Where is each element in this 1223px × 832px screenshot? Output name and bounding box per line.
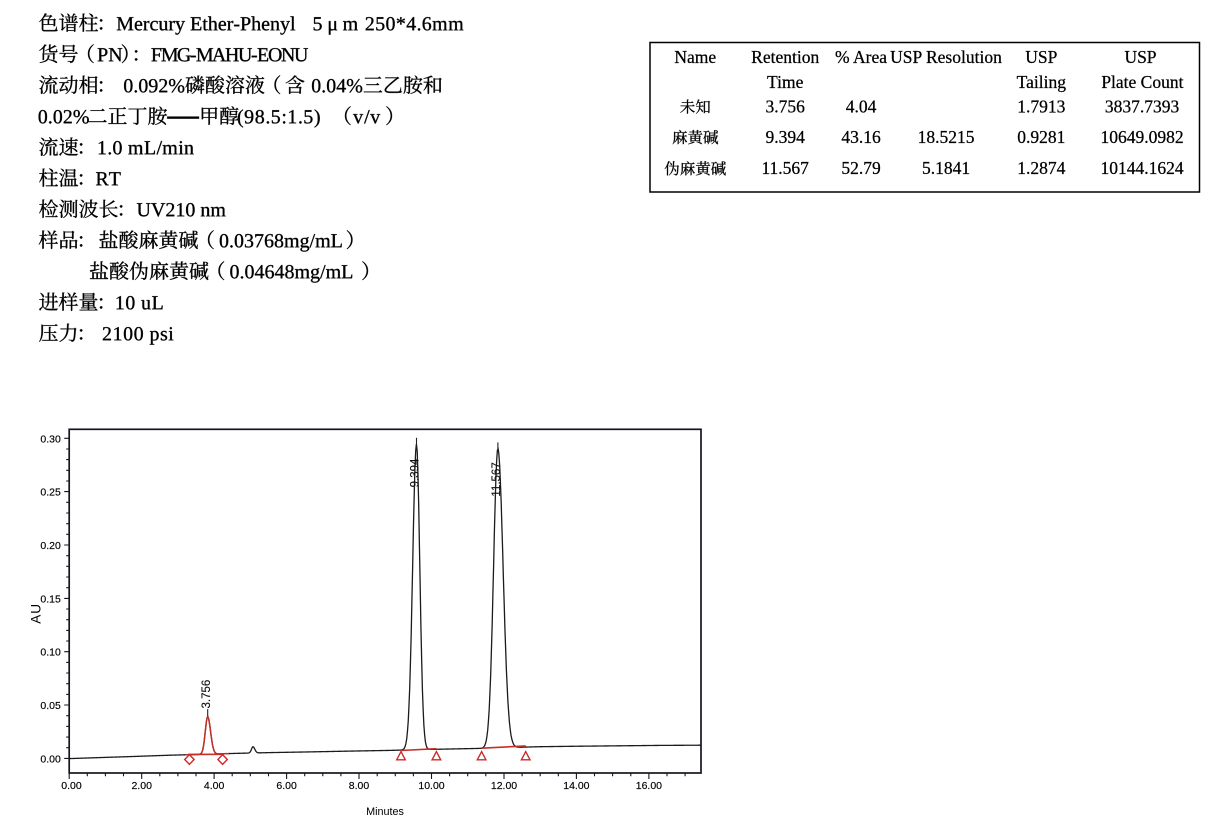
svg-text:0.00: 0.00 [61, 780, 82, 792]
svg-text:Time: Time [767, 72, 804, 92]
svg-text:Retention: Retention [751, 47, 819, 67]
svg-text:11.567: 11.567 [761, 158, 809, 178]
svg-text:0.10: 0.10 [40, 647, 61, 659]
svg-text:43.16: 43.16 [841, 127, 881, 147]
svg-text:9.394: 9.394 [766, 127, 806, 147]
svg-text:Name: Name [674, 47, 716, 67]
svg-text:% Area: % Area [835, 47, 887, 67]
svg-text:10144.1624: 10144.1624 [1100, 158, 1183, 178]
svg-text:16.00: 16.00 [636, 780, 662, 792]
svg-text:0.30: 0.30 [40, 433, 61, 445]
svg-text:3.756: 3.756 [201, 680, 213, 709]
svg-text:Minutes: Minutes [366, 806, 404, 818]
svg-text:4.00: 4.00 [204, 780, 225, 792]
svg-text:0.00: 0.00 [40, 753, 61, 765]
svg-text:0.15: 0.15 [40, 593, 61, 605]
svg-text:18.5215: 18.5215 [918, 127, 975, 147]
svg-text:A U: A U [29, 605, 44, 624]
svg-text:6.00: 6.00 [276, 780, 297, 792]
svg-text:11.567: 11.567 [491, 462, 503, 496]
svg-text:9.394: 9.394 [410, 458, 422, 487]
svg-text:2.00: 2.00 [131, 780, 152, 792]
svg-text:1.7913: 1.7913 [1017, 97, 1065, 117]
svg-text:8.00: 8.00 [349, 780, 370, 792]
svg-text:0.05: 0.05 [40, 700, 61, 712]
svg-text:Plate Count: Plate Count [1101, 72, 1183, 92]
svg-text:USP: USP [1025, 47, 1057, 67]
svg-text:5.1841: 5.1841 [922, 158, 970, 178]
svg-text:10649.0982: 10649.0982 [1100, 127, 1183, 147]
svg-text:3.756: 3.756 [766, 97, 806, 117]
svg-text:1.2874: 1.2874 [1017, 158, 1065, 178]
svg-text:USP: USP [1124, 47, 1156, 67]
svg-text:52.79: 52.79 [841, 158, 881, 178]
svg-text:4.04: 4.04 [846, 97, 877, 117]
svg-text:USP Resolution: USP Resolution [890, 47, 1002, 67]
svg-text:3837.7393: 3837.7393 [1105, 97, 1180, 117]
svg-text:14.00: 14.00 [563, 780, 589, 792]
svg-text:10.00: 10.00 [418, 780, 444, 792]
svg-text:0.9281: 0.9281 [1017, 127, 1065, 147]
svg-text:0.20: 0.20 [40, 540, 61, 552]
svg-text:Tailing: Tailing [1017, 72, 1067, 92]
svg-text:0.25: 0.25 [40, 487, 61, 499]
svg-text:12.00: 12.00 [491, 780, 517, 792]
